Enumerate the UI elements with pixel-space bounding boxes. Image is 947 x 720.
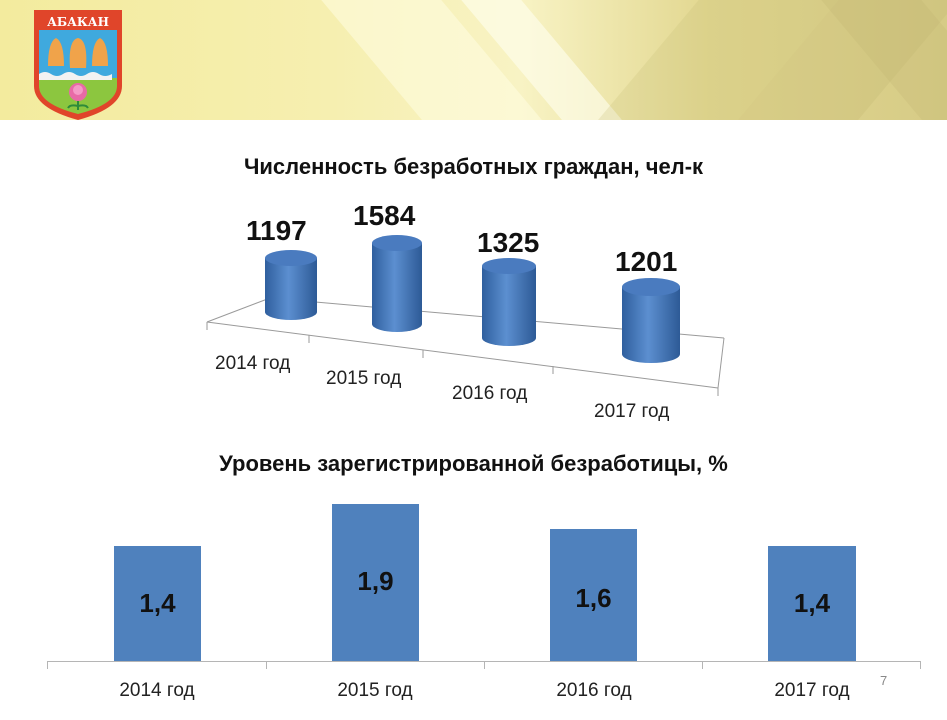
value-label-2014: 1197: [246, 215, 307, 246]
cylinder-2016: [482, 258, 536, 346]
bar-2015: 1,9: [332, 504, 419, 662]
value-label-2016: 1325: [477, 227, 540, 258]
axis-tick: [47, 661, 48, 669]
axis-tick: [484, 661, 485, 669]
svg-text:АБАКАН: АБАКАН: [47, 15, 109, 29]
bar-label-2014: 1,4: [139, 588, 176, 618]
axis-tick: [920, 661, 921, 669]
category-label-2017: 2017 год: [594, 401, 670, 422]
axis-label-2016: 2016 год: [556, 680, 632, 701]
bar-2017: 1,4: [768, 546, 856, 662]
cylinder-2017: [622, 278, 680, 363]
page-number: 7: [880, 673, 888, 688]
bar-label-2016: 1,6: [575, 583, 612, 613]
cylinder-2015: [372, 235, 422, 332]
bar-label-2015: 1,9: [357, 566, 394, 596]
bar-2016: 1,6: [550, 529, 637, 662]
axis-label-2017: 2017 год: [774, 680, 850, 701]
axis-tick: [266, 661, 267, 669]
header-banner: АБАКАН: [0, 0, 947, 120]
chart1-plot: [206, 235, 725, 396]
value-label-2017: 1201: [615, 246, 678, 277]
chart1-title: Численность безработных граждан, чел-к: [243, 154, 704, 179]
city-emblem-icon: АБАКАН: [34, 10, 122, 120]
chart2-title: Уровень зарегистрированной безработицы, …: [219, 451, 728, 476]
bar-label-2017: 1,4: [793, 588, 831, 618]
category-label-2016: 2016 год: [452, 383, 528, 404]
axis-tick: [702, 661, 703, 669]
bar-2014: 1,4: [114, 546, 201, 662]
value-label-2015: 1584: [353, 200, 416, 231]
category-label-2014: 2014 год: [215, 353, 291, 374]
axis-label-2014: 2014 год: [119, 680, 195, 701]
axis-label-2015: 2015 год: [337, 680, 413, 701]
category-label-2015: 2015 год: [326, 368, 402, 389]
cylinder-2014: [265, 250, 317, 320]
